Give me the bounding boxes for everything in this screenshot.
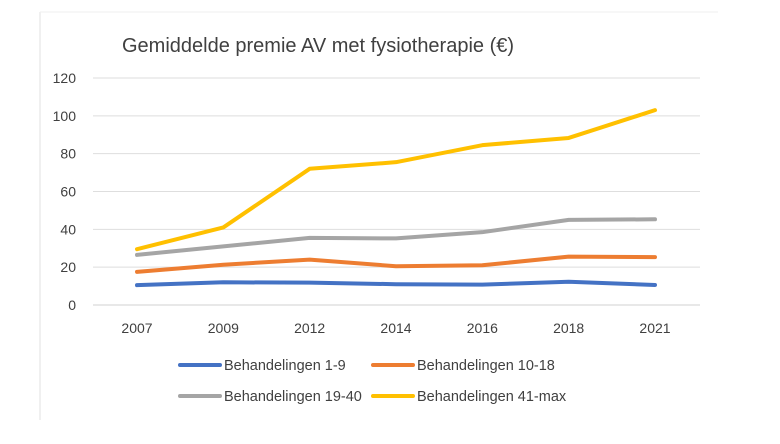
x-tick-label-2014: 2014 [380,320,411,336]
x-tick-label-2018: 2018 [553,320,584,336]
series-line-3 [137,219,655,255]
y-tick-label-80: 80 [60,146,76,162]
x-tick-label-2016: 2016 [467,320,498,336]
gridlines [93,78,700,305]
series-line-1 [137,282,655,285]
series-1 [137,282,655,286]
legend-label-4: Behandelingen 41-max [417,389,567,405]
series-2 [137,256,655,272]
series-3 [137,219,655,255]
x-tick-label-2021: 2021 [639,320,670,336]
legend-item-2: Behandelingen 10-18 [373,358,555,374]
legend-item-4: Behandelingen 41-max [373,389,567,405]
x-tick-label-2012: 2012 [294,320,325,336]
y-axis-tick-labels: 0 20 40 60 80 100 120 [53,70,77,313]
series-line-2 [137,257,655,272]
x-axis-tick-labels: 2007 2009 2012 2014 2016 2018 2021 [121,320,670,336]
x-tick-label-2007: 2007 [121,320,152,336]
x-tick-label-2009: 2009 [208,320,239,336]
chart-title: Gemiddelde premie AV met fysiotherapie (… [122,35,514,57]
series-lines [137,110,655,285]
series-4 [137,110,655,249]
series-line-4 [137,110,655,249]
y-tick-label-40: 40 [60,221,76,237]
legend-label-2: Behandelingen 10-18 [417,358,555,374]
y-tick-label-20: 20 [60,259,76,275]
legend-label-3: Behandelingen 19-40 [224,389,362,405]
y-tick-label-120: 120 [53,70,77,86]
legend: Behandelingen 1-9 Behandelingen 10-18 Beha… [180,358,567,405]
y-tick-label-100: 100 [53,108,77,124]
legend-item-3: Behandelingen 19-40 [180,389,362,405]
y-tick-label-60: 60 [60,184,76,200]
legend-item-1: Behandelingen 1-9 [180,358,346,374]
y-tick-label-0: 0 [68,297,76,313]
legend-label-1: Behandelingen 1-9 [224,358,346,374]
